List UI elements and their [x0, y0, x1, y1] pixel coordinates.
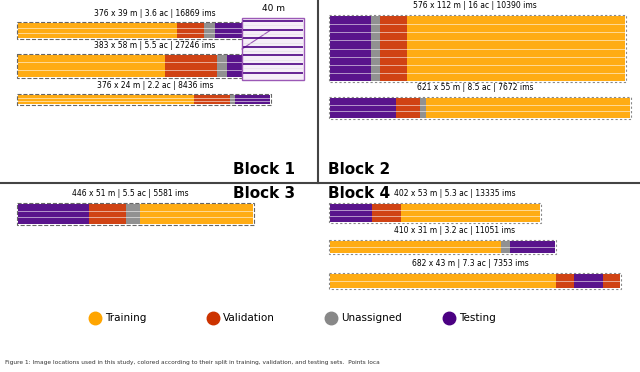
Bar	[177, 23, 205, 38]
Bar	[573, 274, 603, 288]
Text: Validation: Validation	[223, 313, 275, 323]
Bar	[556, 274, 573, 288]
Text: Block 2: Block 2	[328, 163, 390, 177]
Bar	[17, 54, 277, 78]
Bar	[330, 241, 501, 253]
Text: Block 4: Block 4	[328, 186, 390, 202]
Bar	[396, 98, 420, 118]
Bar	[227, 55, 276, 77]
Bar	[17, 94, 271, 105]
Bar	[330, 274, 446, 288]
Bar	[446, 274, 556, 288]
Bar	[140, 204, 253, 224]
Bar	[18, 204, 88, 224]
Text: Figure 1: Image locations used in this study, colored according to their split i: Figure 1: Image locations used in this s…	[5, 360, 380, 365]
Text: 376 x 24 m | 2.2 ac | 8436 ims: 376 x 24 m | 2.2 ac | 8436 ims	[97, 81, 213, 90]
Text: 446 x 51 m | 5.5 ac | 5581 ims: 446 x 51 m | 5.5 ac | 5581 ims	[72, 189, 188, 198]
Text: Unassigned: Unassigned	[341, 313, 402, 323]
Bar	[330, 204, 372, 222]
Bar	[380, 16, 406, 81]
Bar	[329, 97, 631, 119]
Text: Testing: Testing	[459, 313, 496, 323]
Bar	[329, 273, 621, 289]
Bar	[17, 203, 254, 225]
Bar	[329, 203, 541, 223]
Bar	[18, 23, 177, 38]
Bar	[88, 204, 126, 224]
Text: 40 m: 40 m	[262, 4, 285, 13]
Text: Block 1: Block 1	[233, 163, 295, 177]
Text: 682 x 43 m | 7.3 ac | 7353 ims: 682 x 43 m | 7.3 ac | 7353 ims	[412, 259, 529, 268]
Text: 410 x 31 m | 3.2 ac | 11051 ims: 410 x 31 m | 3.2 ac | 11051 ims	[394, 226, 516, 235]
Bar	[420, 98, 426, 118]
Bar	[510, 241, 555, 253]
Text: 621 x 55 m | 8.5 ac | 7672 ims: 621 x 55 m | 8.5 ac | 7672 ims	[417, 83, 533, 92]
Bar	[18, 55, 165, 77]
Text: 376 x 39 m | 3.6 ac | 16869 ims: 376 x 39 m | 3.6 ac | 16869 ims	[94, 9, 216, 18]
Text: Training: Training	[105, 313, 147, 323]
Bar	[205, 23, 214, 38]
Bar	[371, 16, 380, 81]
Text: Block 3: Block 3	[233, 186, 295, 202]
Bar	[235, 95, 270, 104]
Bar	[18, 95, 195, 104]
Bar	[217, 55, 227, 77]
Bar	[426, 98, 630, 118]
Bar	[603, 274, 620, 288]
Bar	[195, 95, 230, 104]
Bar	[17, 22, 271, 39]
Bar	[165, 55, 217, 77]
Bar	[330, 16, 371, 81]
Bar	[329, 15, 626, 82]
Bar	[330, 98, 396, 118]
Text: 383 x 58 m | 5.5 ac | 27246 ims: 383 x 58 m | 5.5 ac | 27246 ims	[94, 41, 216, 50]
Bar	[501, 241, 510, 253]
Bar	[126, 204, 140, 224]
Bar	[401, 204, 540, 222]
Bar	[372, 204, 401, 222]
Text: 402 x 53 m | 5.3 ac | 13335 ims: 402 x 53 m | 5.3 ac | 13335 ims	[394, 189, 516, 198]
Bar	[242, 18, 304, 80]
Bar	[406, 16, 625, 81]
Bar	[230, 95, 235, 104]
Text: 576 x 112 m | 16 ac | 10390 ims: 576 x 112 m | 16 ac | 10390 ims	[413, 1, 537, 10]
Bar	[214, 23, 270, 38]
Bar	[329, 240, 556, 254]
